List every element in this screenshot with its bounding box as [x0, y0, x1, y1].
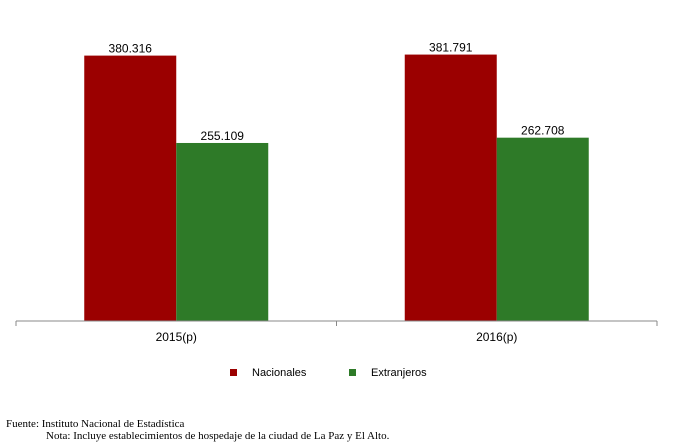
bar-extranjeros-1	[496, 137, 589, 321]
data-label-extranjeros-1: 262.708	[521, 124, 565, 138]
data-label-nacionales-1: 381.791	[429, 41, 473, 55]
x-tick-label-0: 2015(p)	[156, 330, 197, 344]
legend-label-extranjeros: Extranjeros	[371, 367, 427, 379]
bar-nacionales-1	[404, 54, 497, 321]
x-tick-label-1: 2016(p)	[476, 330, 517, 344]
data-label-nacionales-0: 380.316	[109, 42, 153, 56]
legend-label-nacionales: Nacionales	[252, 367, 307, 379]
source-footnote: Fuente: Instituto Nacional de Estadístic…	[6, 418, 185, 430]
bar-extranjeros-0	[176, 142, 269, 321]
bar-nacionales-0	[84, 55, 177, 321]
note-footnote: Nota: Incluye establecimientos de hosped…	[46, 430, 390, 442]
legend-swatch-nacionales	[230, 369, 237, 376]
legend-swatch-extranjeros	[349, 369, 356, 376]
data-label-extranjeros-0: 255.109	[201, 129, 245, 143]
